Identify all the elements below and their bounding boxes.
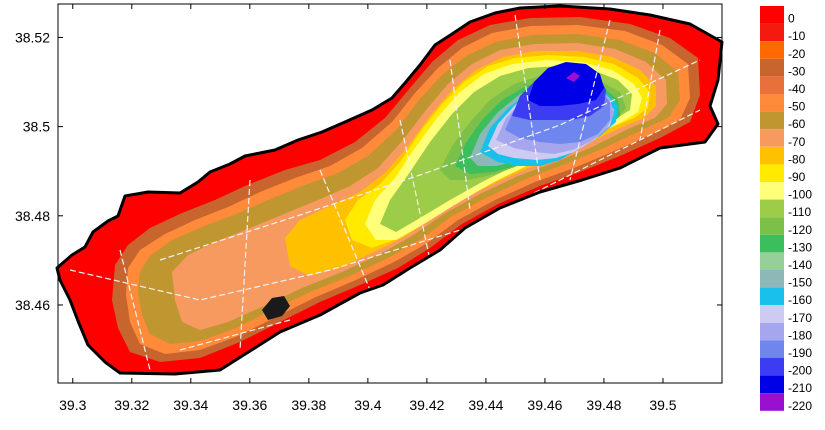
y-tick-label: 38.46 bbox=[15, 297, 50, 313]
legend-swatch bbox=[760, 270, 784, 288]
y-axis: 38.46 38.48 38.5 38.52 bbox=[15, 29, 722, 313]
legend-swatch bbox=[760, 375, 784, 394]
legend-swatch bbox=[760, 305, 784, 323]
y-tick-label: 38.52 bbox=[15, 29, 50, 45]
depth-legend: 0 -10 -20 -30 -40 -50 -60 -70 -80 -90 -100 -110 -120… bbox=[760, 6, 812, 413]
legend-label: -110 bbox=[788, 205, 811, 219]
legend-swatch bbox=[760, 182, 784, 200]
contour-band-220 bbox=[566, 72, 580, 82]
legend-swatch bbox=[760, 393, 784, 411]
legend-label: -120 bbox=[788, 223, 812, 237]
legend-label: -100 bbox=[788, 188, 812, 202]
legend-label: -50 bbox=[788, 100, 806, 114]
legend-swatch bbox=[760, 217, 784, 235]
legend-swatch bbox=[760, 129, 784, 147]
x-tick-label: 39.36 bbox=[232, 397, 267, 413]
y-tick-label: 38.48 bbox=[15, 208, 50, 224]
x-tick-label: 39.4 bbox=[354, 397, 381, 413]
survey-track-11 bbox=[179, 319, 291, 351]
x-tick-label: 39.5 bbox=[649, 397, 676, 413]
legend-swatch bbox=[760, 199, 784, 218]
legend-swatch bbox=[760, 23, 784, 42]
x-tick-label: 39.48 bbox=[586, 397, 621, 413]
legend-swatch bbox=[760, 76, 784, 94]
legend-swatch bbox=[760, 58, 784, 77]
survey-track-4 bbox=[319, 169, 371, 291]
legend-label: -60 bbox=[788, 117, 806, 131]
legend-swatch bbox=[760, 164, 784, 182]
survey-track-8 bbox=[569, 19, 611, 181]
x-tick-label: 39.44 bbox=[468, 397, 503, 413]
legend-swatch bbox=[760, 252, 784, 270]
legend-label: -140 bbox=[788, 258, 812, 272]
legend-label: -170 bbox=[788, 311, 812, 325]
legend-swatch bbox=[760, 94, 784, 112]
legend-swatch bbox=[760, 322, 784, 341]
legend-label: -70 bbox=[788, 135, 806, 149]
x-tick-label: 39.46 bbox=[527, 397, 562, 413]
x-tick-label: 39.38 bbox=[291, 397, 326, 413]
survey-track-5 bbox=[399, 119, 431, 261]
survey-track-10 bbox=[159, 59, 701, 261]
x-tick-label: 39.32 bbox=[114, 397, 149, 413]
lake-outline bbox=[55, 4, 724, 376]
x-tick-label: 39.42 bbox=[409, 397, 444, 413]
legend-label: -200 bbox=[788, 364, 812, 378]
legend-swatch bbox=[760, 146, 784, 165]
y-tick-label: 38.5 bbox=[23, 119, 50, 135]
legend-label: 0 bbox=[788, 12, 795, 26]
legend-label: -190 bbox=[788, 346, 812, 360]
legend-swatch bbox=[760, 111, 784, 130]
survey-track-2 bbox=[119, 249, 151, 371]
legend-label: -150 bbox=[788, 276, 812, 290]
legend-label: -130 bbox=[788, 240, 812, 254]
legend-label: -20 bbox=[788, 47, 806, 61]
x-tick-label: 39.34 bbox=[173, 397, 208, 413]
legend-swatch bbox=[760, 358, 784, 376]
legend-label: -160 bbox=[788, 293, 812, 307]
legend-swatch bbox=[760, 287, 784, 306]
legend-label: -210 bbox=[788, 381, 812, 395]
legend-swatch bbox=[760, 340, 784, 358]
survey-tracks bbox=[69, 14, 701, 371]
survey-track-7 bbox=[514, 14, 541, 181]
contour-band-210 bbox=[528, 62, 604, 106]
legend-label: -90 bbox=[788, 170, 806, 184]
survey-track-3 bbox=[239, 179, 251, 351]
legend-swatch bbox=[760, 41, 784, 59]
legend-label: -40 bbox=[788, 82, 806, 96]
legend-label: -220 bbox=[788, 399, 812, 413]
contour-pocket bbox=[262, 296, 290, 320]
legend-swatch bbox=[760, 6, 784, 24]
legend-label: -80 bbox=[788, 152, 806, 166]
depth-contours bbox=[57, 6, 722, 374]
survey-track-9 bbox=[639, 29, 661, 141]
legend-label: -30 bbox=[788, 64, 806, 78]
x-axis: 39.3 39.32 39.34 39.36 39.38 39.4 39.42 39.44 39… bbox=[59, 4, 677, 413]
survey-track-6 bbox=[449, 59, 471, 211]
x-tick-label: 39.3 bbox=[59, 397, 86, 413]
survey-track-1 bbox=[69, 109, 701, 301]
legend-swatch bbox=[760, 234, 784, 253]
legend-label: -180 bbox=[788, 328, 812, 342]
legend-label: -10 bbox=[788, 29, 806, 43]
